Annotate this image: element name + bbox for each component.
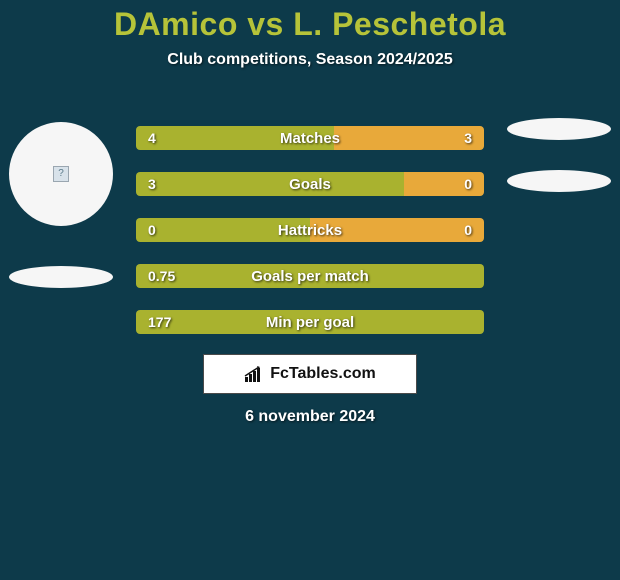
player-right-column [504, 118, 614, 192]
bar-label: Min per goal [136, 310, 484, 334]
player-left-column: ? [6, 122, 116, 288]
player-left-shadow [9, 266, 113, 288]
bar-row: 43Matches [136, 126, 484, 150]
bar-label: Hattricks [136, 218, 484, 242]
logo-bars-icon [244, 365, 266, 383]
logo-box: FcTables.com [203, 354, 417, 394]
player-right-shadow-1 [507, 118, 611, 140]
date-text: 6 november 2024 [0, 408, 620, 426]
bar-row: 00Hattricks [136, 218, 484, 242]
player-left-avatar: ? [9, 122, 113, 226]
page-title: DAmico vs L. Peschetola [0, 0, 620, 43]
player-right-shadow-2 [507, 170, 611, 192]
content: DAmico vs L. Peschetola Club competition… [0, 0, 620, 580]
comparison-bars: 43Matches 30Goals 00Hattricks 0.75Goals per… [136, 126, 484, 334]
subtitle: Club competitions, Season 2024/2025 [0, 51, 620, 69]
image-placeholder-icon: ? [53, 166, 69, 182]
bar-row: 30Goals [136, 172, 484, 196]
bar-row: 0.75Goals per match [136, 264, 484, 288]
logo-text: FcTables.com [270, 365, 376, 383]
bar-label: Matches [136, 126, 484, 150]
bar-row: 177Min per goal [136, 310, 484, 334]
bar-label: Goals [136, 172, 484, 196]
bar-label: Goals per match [136, 264, 484, 288]
